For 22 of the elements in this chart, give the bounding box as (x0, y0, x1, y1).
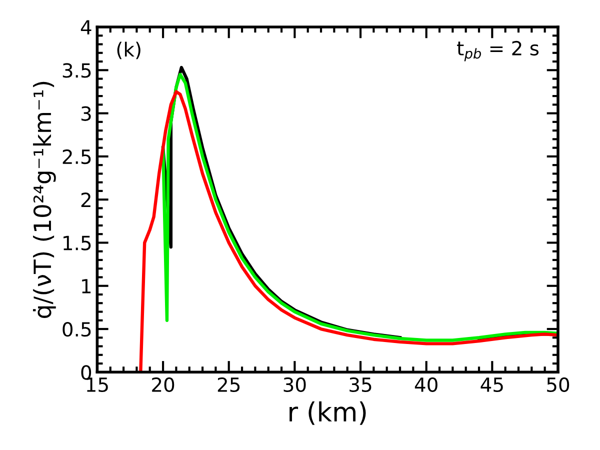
x-tick-label: 15 (86, 378, 108, 392)
x-tick-label: 35 (350, 377, 372, 392)
annotation: (k) (117, 42, 140, 60)
y-tick-label: 4 (80, 20, 92, 34)
y-tick-label: 3.5 (62, 63, 91, 78)
line-series (139, 90, 558, 372)
x-tick-label: 40 (414, 377, 438, 392)
y-tick-label: 1.5 (64, 236, 91, 250)
y-tick-label: 0 (81, 365, 92, 380)
y-tick-label: 2 (81, 192, 90, 207)
y-tick-label: 0.5 (62, 322, 91, 337)
x-tick-label: 25 (218, 377, 240, 392)
x-tick-label: 20 (152, 377, 174, 392)
x-tick-label: 30 (284, 377, 306, 392)
y-axis-title: q̇/(νT) (10²⁴g⁻¹km⁻¹) (33, 82, 56, 318)
x-axis-title: r (km) (290, 401, 366, 425)
y-tick-label: 3 (81, 106, 91, 121)
y-tick-label: 2.5 (62, 149, 91, 164)
annotation: t$_{pb}$ = 2 s (457, 40, 539, 62)
x-tick-label: 45 (480, 378, 503, 392)
y-tick-label: 1 (82, 279, 91, 294)
x-tick-label: 50 (547, 377, 570, 392)
